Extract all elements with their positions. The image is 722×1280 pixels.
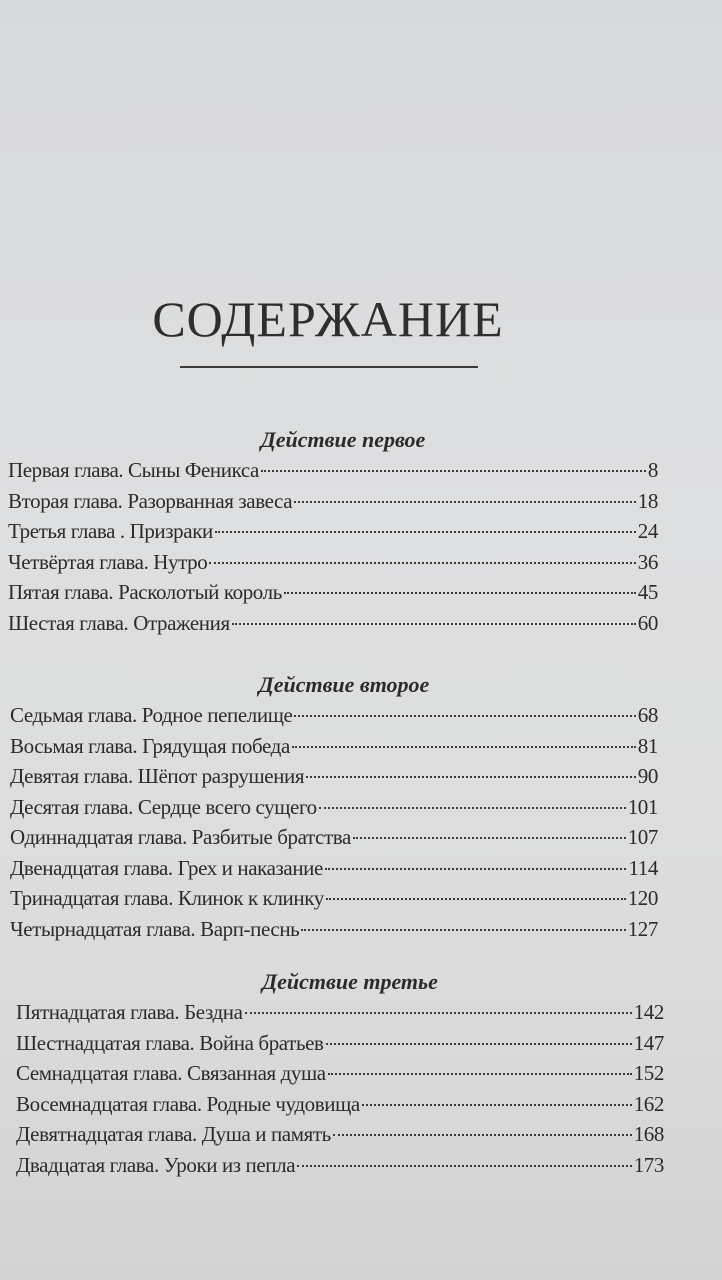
chapter-title: Десятая глава. Сердце всего сущего [10, 794, 317, 819]
page-number: 168 [633, 1122, 665, 1146]
dot-leader [291, 745, 636, 748]
dot-leader [294, 500, 636, 503]
toc-entry: Семнадцатая глава. Связанная душа 152 [16, 1058, 664, 1089]
toc-entry: Восьмая глава. Грядущая победа 81 [10, 731, 658, 762]
chapter-title: Двенадцатая глава. Грех и наказание [10, 855, 323, 880]
page-number: 173 [633, 1152, 665, 1177]
page-number: 120 [627, 886, 659, 910]
dot-leader [332, 1134, 632, 1136]
dot-leader [352, 837, 626, 839]
page-number: 24 [637, 519, 659, 543]
chapter-title: Третья глава . Призраки [8, 519, 213, 543]
toc-entry: Шестнадцатая глава. Война братьев 147 [16, 1028, 664, 1059]
dot-leader [283, 592, 636, 594]
chapter-title: Восьмая глава. Грядущая победа [10, 733, 290, 758]
chapter-title: Пятнадцатая глава. Бездна [16, 1000, 243, 1024]
chapter-title: Пятая глава. Расколотый король [8, 580, 282, 604]
toc-section: Действие третье Пятнадцатая глава. Бездна… [16, 967, 664, 1180]
page-number: 45 [637, 580, 659, 604]
page-number: 68 [637, 703, 659, 727]
toc-entry: Десятая глава. Сердце всего сущего 101 [10, 792, 658, 823]
toc-entry: Девятнадцатая глава. Душа и память 168 [16, 1119, 664, 1150]
dot-leader [294, 715, 636, 717]
chapter-title: Четырнадцатая глава. Варп-песнь [10, 916, 300, 941]
chapter-title: Девятнадцатая глава. Душа и память [16, 1122, 331, 1146]
dot-leader [244, 1012, 632, 1014]
toc-section: Действие первое Первая глава. Сыны Феникс… [8, 425, 658, 638]
dot-leader [306, 776, 636, 778]
toc-entry: Четвёртая глава. Нутро 36 [8, 547, 658, 578]
page-title: СОДЕРЖАНИЕ [152, 291, 504, 347]
toc-entry: Третья глава . Призраки 24 [8, 516, 658, 547]
section-heading: Действие второе [258, 672, 430, 697]
chapter-title: Первая глава. Сыны Феникса [8, 458, 259, 482]
page-number: 81 [637, 733, 659, 758]
toc-entry: Вторая глава. Разорванная завеса 18 [8, 486, 658, 517]
page-number: 101 [627, 794, 659, 819]
chapter-title: Семнадцатая глава. Связанная душа [16, 1061, 326, 1085]
page-number: 127 [627, 916, 659, 941]
dot-leader [260, 470, 646, 472]
dot-leader [301, 928, 626, 931]
toc-entry: Шестая глава. Отражения 60 [8, 608, 658, 639]
toc-entry: Пятнадцатая глава. Бездна 142 [16, 997, 664, 1028]
page-number: 90 [637, 764, 659, 788]
dot-leader [318, 806, 626, 809]
chapter-title: Вторая глава. Разорванная завеса [8, 488, 293, 513]
dot-leader [231, 622, 636, 625]
toc-section: Действие второе Седьмая глава. Родное пеп… [10, 670, 658, 944]
page-number: 152 [633, 1061, 665, 1085]
page-number: 8 [647, 458, 659, 482]
section-heading: Действие первое [260, 427, 426, 452]
toc-entry: Пятая глава. Расколотый король 45 [8, 577, 658, 608]
dot-leader [325, 1042, 632, 1045]
dot-leader [297, 1164, 632, 1167]
chapter-title: Двадцатая глава. Уроки из пепла [16, 1152, 296, 1177]
toc-entry: Восемнадцатая глава. Родные чудовища 162 [16, 1089, 664, 1120]
toc-entry: Первая глава. Сыны Феникса 8 [8, 455, 658, 486]
title-underline [180, 366, 478, 368]
page-number: 60 [637, 610, 659, 635]
page-number: 114 [628, 855, 658, 880]
dot-leader [327, 1073, 632, 1075]
toc-entry: Одиннадцатая глава. Разбитые братства 107 [10, 822, 658, 853]
dot-leader [325, 898, 626, 900]
toc-entry: Двенадцатая глава. Грех и наказание 114 [10, 853, 658, 884]
chapter-title: Шестнадцатая глава. Война братьев [16, 1030, 324, 1055]
dot-leader [324, 867, 627, 870]
dot-leader [214, 531, 636, 533]
page-number: 147 [633, 1030, 665, 1055]
page-number: 18 [637, 488, 659, 513]
chapter-title: Восемнадцатая глава. Родные чудовища [16, 1091, 360, 1116]
page-number: 36 [637, 549, 659, 574]
page-number: 142 [633, 1000, 665, 1024]
toc-entry: Тринадцатая глава. Клинок к клинку 120 [10, 883, 658, 914]
chapter-title: Тринадцатая глава. Клинок к клинку [10, 886, 324, 910]
chapter-title: Шестая глава. Отражения [8, 610, 230, 635]
toc-entry: Девятая глава. Шёпот разрушения 90 [10, 761, 658, 792]
dot-leader [361, 1103, 632, 1106]
chapter-title: Седьмая глава. Родное пепелище [10, 703, 293, 727]
chapter-title: Девятая глава. Шёпот разрушения [10, 764, 305, 788]
chapter-title: Четвёртая глава. Нутро [8, 549, 208, 574]
chapter-title: Одиннадцатая глава. Разбитые братства [10, 825, 351, 849]
toc-entry: Двадцатая глава. Уроки из пепла 173 [16, 1150, 664, 1181]
section-heading: Действие третье [262, 969, 438, 994]
toc-entry: Седьмая глава. Родное пепелище 68 [10, 700, 658, 731]
toc-entry: Четырнадцатая глава. Варп-песнь 127 [10, 914, 658, 945]
page-number: 107 [627, 825, 659, 849]
page-number: 162 [633, 1091, 665, 1116]
dot-leader [209, 561, 636, 564]
